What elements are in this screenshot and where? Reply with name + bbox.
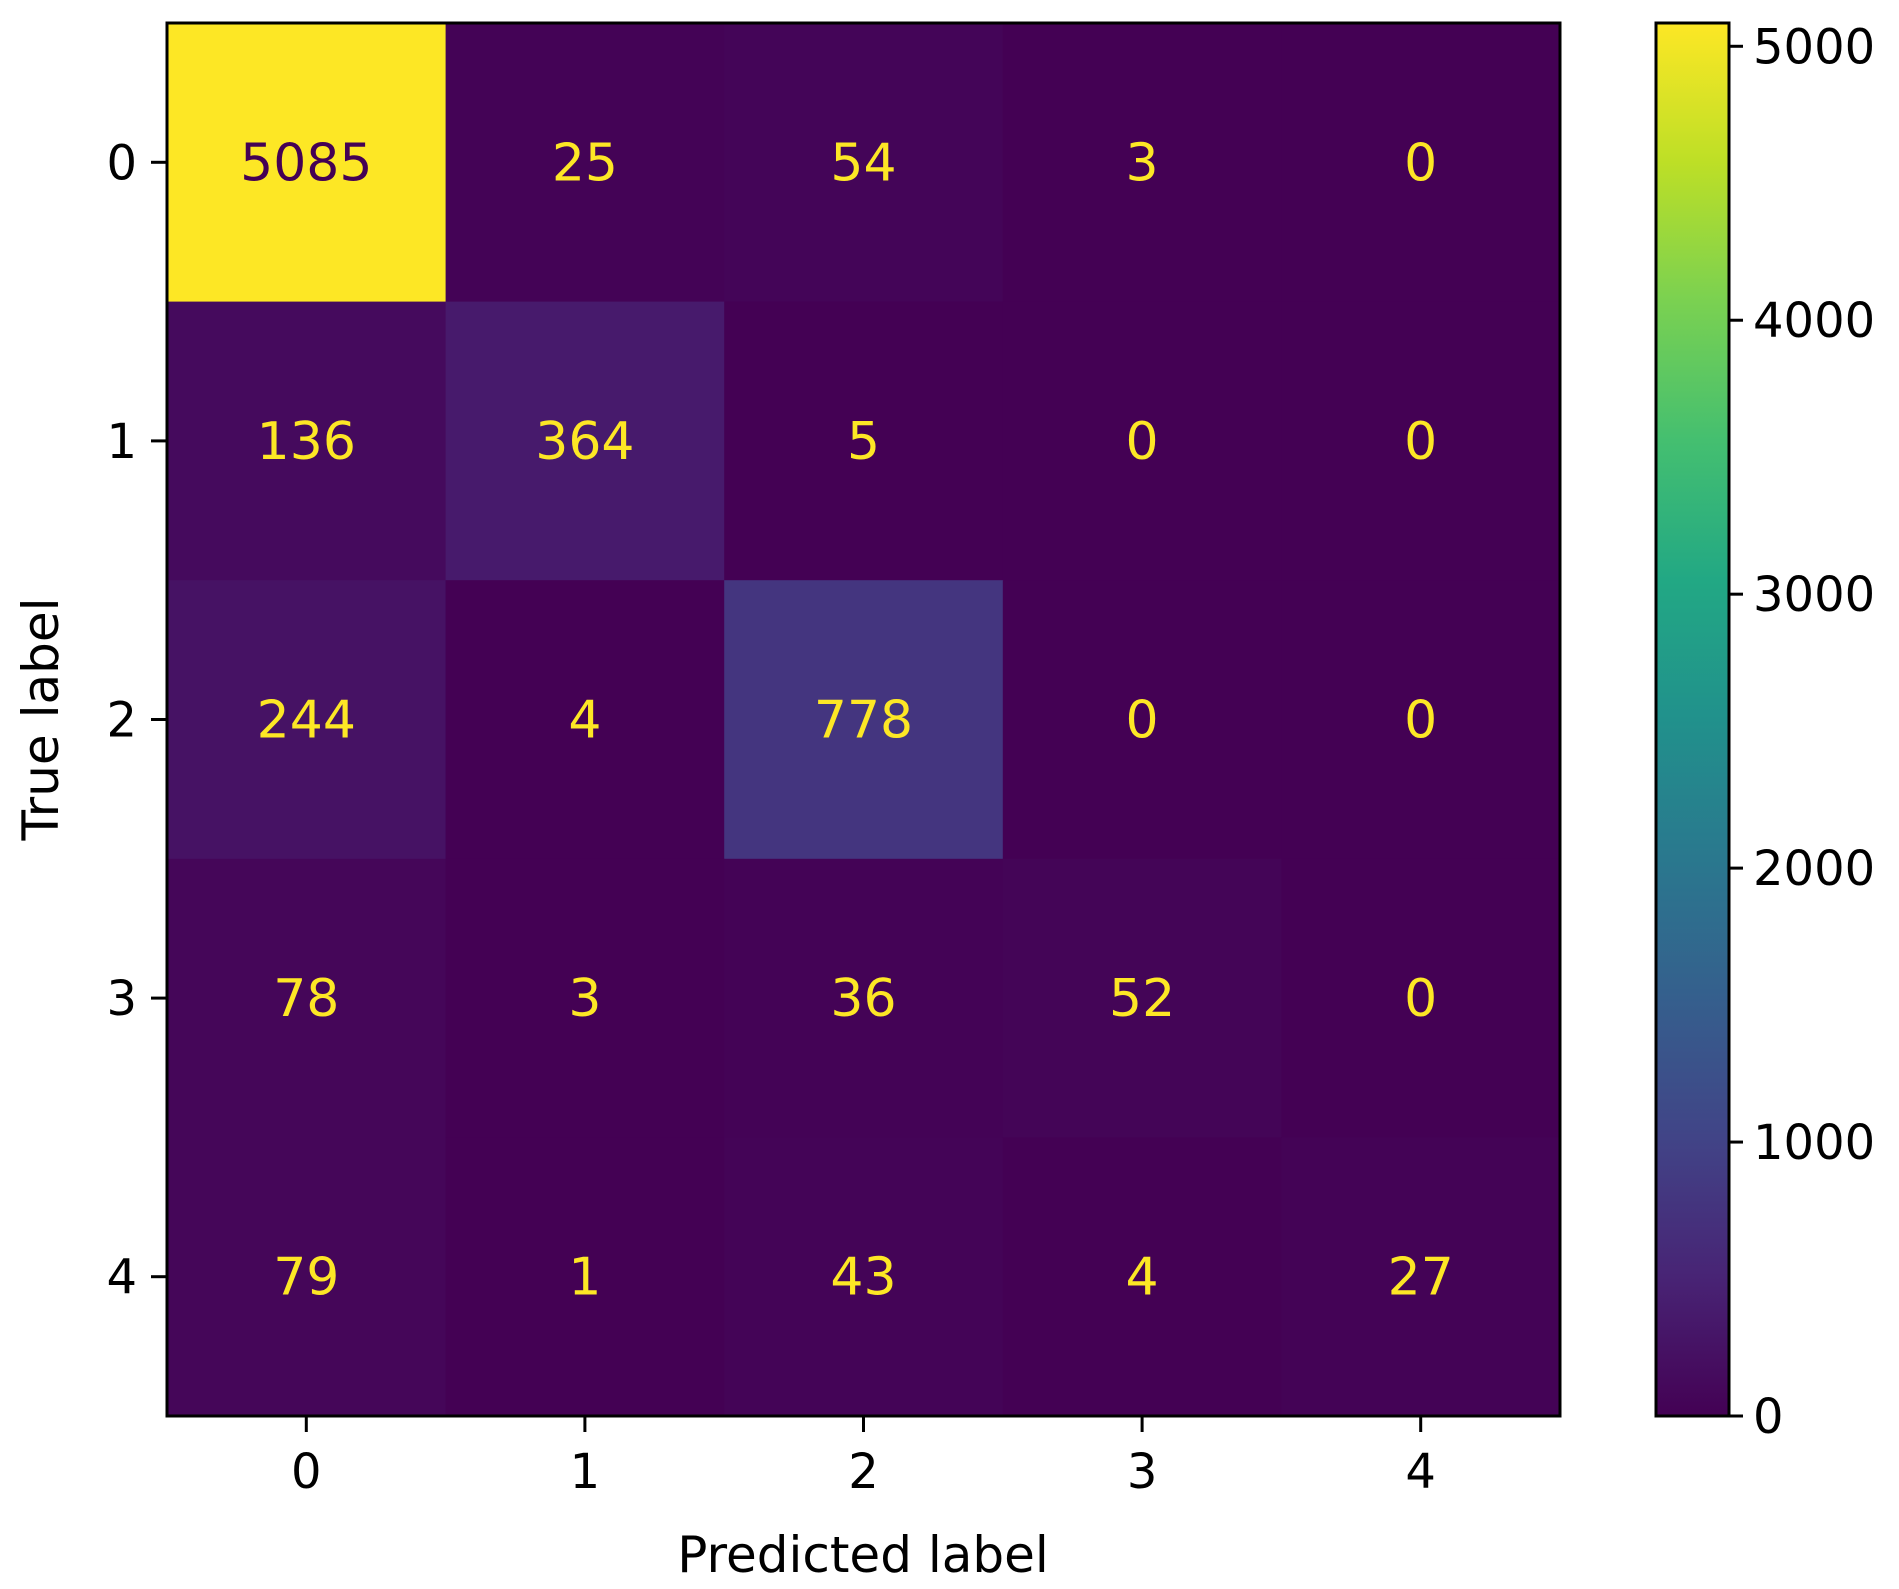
cell-value-r4-c3: 4 xyxy=(1126,1248,1159,1308)
cell-value-r0-c3: 3 xyxy=(1126,133,1159,193)
cell-value-r4-c0: 79 xyxy=(273,1248,339,1308)
heatmap-cell-r3-c1 xyxy=(445,858,725,1138)
cell-value-r2-c0: 244 xyxy=(257,691,356,751)
colorbar-frame xyxy=(1654,21,1731,1418)
colorbar-tick-label-5: 5000 xyxy=(1753,19,1875,75)
y-tick-label-1: 1 xyxy=(106,414,137,470)
cell-value-r4-c4: 27 xyxy=(1388,1248,1454,1308)
cell-value-r1-c2: 5 xyxy=(847,412,880,472)
heatmap-cell-r0-c1 xyxy=(445,23,725,303)
heatmap-cell-r3-c3 xyxy=(1002,858,1282,1138)
heatmap-cell-r2-c3 xyxy=(1002,580,1282,860)
cell-value-r3-c4: 0 xyxy=(1404,969,1437,1029)
heatmap-cell-r4-c3 xyxy=(1002,1137,1282,1417)
heatmap-cell-r1-c1 xyxy=(445,301,725,581)
cell-value-r4-c1: 1 xyxy=(568,1248,601,1308)
heatmap-cell-r1-c0 xyxy=(167,301,447,581)
colorbar-ticks: 0 1000 2000 3000 4000 5000 xyxy=(1729,19,1875,1445)
colorbar-tick-label-4: 4000 xyxy=(1753,293,1875,349)
heatmap-cell-r1-c2 xyxy=(724,301,1004,581)
y-tick-label-2: 2 xyxy=(106,693,137,749)
heatmap-cell-r1-c4 xyxy=(1281,301,1561,581)
x-tick-label-0: 0 xyxy=(291,1444,322,1500)
cell-value-r1-c3: 0 xyxy=(1126,412,1159,472)
cell-value-r3-c3: 52 xyxy=(1109,969,1175,1029)
y-tick-label-4: 4 xyxy=(106,1250,137,1306)
cell-value-r0-c0: 5085 xyxy=(240,133,372,193)
cell-value-r1-c0: 136 xyxy=(257,412,356,472)
colorbar-tick-label-2: 2000 xyxy=(1753,841,1875,897)
x-tick-label-2: 2 xyxy=(848,1444,879,1500)
y-axis-ticks: 0 1 2 3 4 xyxy=(106,135,167,1306)
cell-value-r0-c2: 54 xyxy=(830,133,896,193)
heatmap-cell-r0-c3 xyxy=(1002,23,1282,303)
heatmap-cell-r4-c1 xyxy=(445,1137,725,1417)
x-tick-label-1: 1 xyxy=(570,1444,601,1500)
colorbar-tick-label-0: 0 xyxy=(1753,1389,1784,1445)
heatmap-cell-r0-c2 xyxy=(724,23,1004,303)
heatmap-cells xyxy=(167,23,1561,1417)
heatmap-cell-r2-c2 xyxy=(724,580,1004,860)
heatmap-cell-r4-c0 xyxy=(167,1137,447,1417)
cell-value-r1-c4: 0 xyxy=(1404,412,1437,472)
x-axis-label: Predicted label xyxy=(677,1526,1049,1584)
heatmap-cell-labels: 5085 25 54 3 0 136 364 5 0 0 244 4 778 0 0 78 3 36 52 0 79 1 4… xyxy=(240,133,1454,1307)
cell-value-r0-c1: 25 xyxy=(552,133,618,193)
heatmap-cell-r1-c3 xyxy=(1002,301,1282,581)
x-axis-ticks: 0 1 2 3 4 xyxy=(291,1416,1436,1500)
cell-value-r2-c1: 4 xyxy=(568,691,601,751)
cell-value-r0-c4: 0 xyxy=(1404,133,1437,193)
cell-value-r1-c1: 364 xyxy=(535,412,634,472)
y-tick-label-0: 0 xyxy=(106,135,137,191)
cell-value-r2-c2: 778 xyxy=(814,691,913,751)
heatmap-cell-r2-c4 xyxy=(1281,580,1561,860)
x-tick-label-4: 4 xyxy=(1405,1444,1436,1500)
x-tick-label-3: 3 xyxy=(1127,1444,1158,1500)
cell-value-r2-c4: 0 xyxy=(1404,691,1437,751)
colorbar-tick-label-1: 1000 xyxy=(1753,1115,1875,1171)
y-axis-label: True label xyxy=(12,597,70,841)
heatmap-cell-r2-c0 xyxy=(167,580,447,860)
heatmap-cell-r2-c1 xyxy=(445,580,725,860)
colorbar-tick-label-3: 3000 xyxy=(1753,567,1875,623)
heatmap-cell-r4-c2 xyxy=(724,1137,1004,1417)
cell-value-r4-c2: 43 xyxy=(830,1248,896,1308)
cell-value-r3-c2: 36 xyxy=(830,969,896,1029)
heatmap-cell-r4-c4 xyxy=(1281,1137,1561,1417)
cell-value-r3-c0: 78 xyxy=(273,969,339,1029)
heatmap-cell-r3-c4 xyxy=(1281,858,1561,1138)
heatmap-cell-r0-c4 xyxy=(1281,23,1561,303)
colorbar xyxy=(1656,23,1729,1416)
y-tick-label-3: 3 xyxy=(106,971,137,1027)
heatmap-cell-r3-c0 xyxy=(167,858,447,1138)
heatmap-cell-r0-c0 xyxy=(167,23,447,303)
cell-value-r3-c1: 3 xyxy=(568,969,601,1029)
cell-value-r2-c3: 0 xyxy=(1126,691,1159,751)
heatmap-cell-r3-c2 xyxy=(724,858,1004,1138)
